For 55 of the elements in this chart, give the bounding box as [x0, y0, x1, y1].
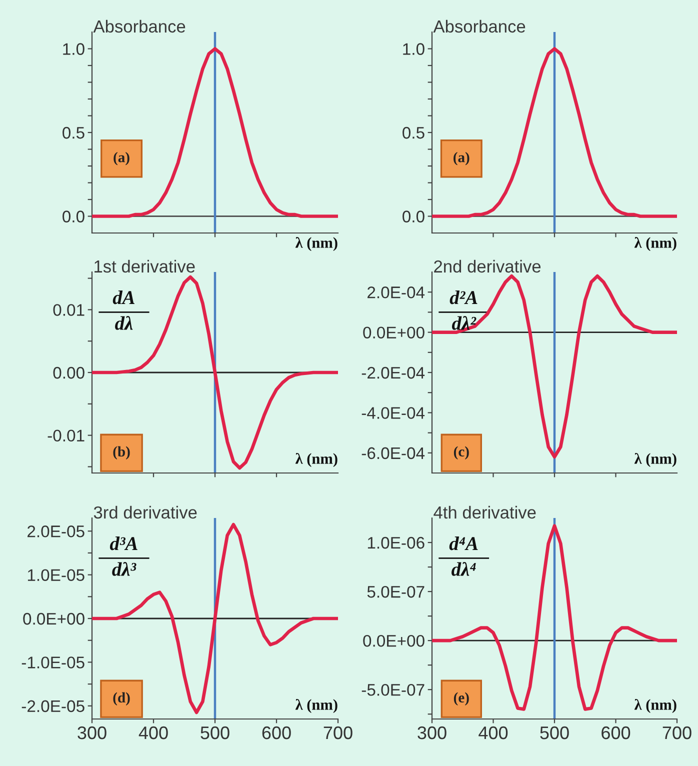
y-tick-label: 0.01 — [53, 304, 84, 316]
y-tick-label: 0.0E+00 — [363, 326, 424, 339]
x-axis-title: λ (nm) — [295, 698, 338, 713]
x-tick-label: 300 — [78, 726, 106, 740]
y-tick-label: 1.0E-06 — [368, 536, 424, 549]
x-axis-title: λ (nm) — [295, 237, 338, 252]
annotation: (a) — [114, 152, 130, 166]
y-tick-label: -2.0E-05 — [22, 700, 84, 712]
y-tick-label: -0.01 — [48, 430, 84, 442]
y-tick-label: 5.0E-07 — [367, 586, 424, 598]
y-tick-label: 0.5 — [402, 126, 424, 139]
x-tick-label: 400 — [478, 726, 508, 740]
x-tick-label: 500 — [200, 726, 230, 740]
annotation: (b) — [113, 446, 130, 460]
y-tick-label: -6.0E-04 — [362, 447, 425, 460]
annotation: (a) — [454, 152, 470, 166]
x-tick-label: 500 — [540, 726, 569, 740]
y-tick-label: -2.0E-04 — [362, 366, 425, 379]
y-tick-label: 0.0E+00 — [363, 634, 424, 647]
x-tick-label: 700 — [324, 726, 352, 740]
y-tick-label: 1.0 — [63, 43, 84, 55]
chart-title: 2nd derivative — [434, 260, 541, 273]
y-tick-label: 0.0E+00 — [23, 612, 84, 625]
x-tick-label: 300 — [418, 726, 446, 740]
chart-title: 4th derivative — [434, 506, 536, 519]
y-tick-label: -4.0E-04 — [362, 407, 425, 419]
y-tick-label: 2.0E-05 — [28, 526, 84, 538]
annotation: (d) — [113, 692, 130, 706]
x-axis-title: λ (nm) — [634, 698, 676, 713]
x-tick-label: 600 — [602, 726, 630, 740]
chart-title: 1st derivative — [94, 260, 195, 273]
y-tick-label: 0.5 — [62, 126, 84, 139]
y-tick-label: 2.0E-04 — [368, 286, 425, 298]
x-axis-title: λ (nm) — [634, 452, 676, 467]
x-tick-label: 400 — [138, 726, 168, 740]
y-axis-title: d²A dλ² — [450, 290, 478, 330]
y-tick-label: 1.0 — [403, 43, 424, 55]
y-tick-label: -5.0E-07 — [362, 684, 424, 696]
x-axis-title: λ (nm) — [295, 452, 338, 467]
y-tick-label: 0.0 — [402, 210, 424, 222]
chart-title: 3rd derivative — [94, 506, 197, 519]
y-tick-label: 0.00 — [53, 366, 84, 379]
y-tick-label: 1.0E-05 — [28, 569, 84, 582]
y-axis-title: dA dλ — [112, 290, 135, 330]
x-tick-label: 700 — [662, 726, 692, 740]
annotation: (c) — [454, 446, 469, 460]
chart-title: Absorbance — [433, 20, 526, 33]
y-axis-title: d⁴A dλ⁴ — [449, 536, 478, 576]
annotation: (e) — [454, 692, 469, 706]
x-tick-label: 600 — [262, 726, 291, 740]
y-tick-label: 0.0 — [62, 210, 84, 222]
y-tick-label: -1.0E-05 — [22, 656, 84, 668]
y-axis-title: d³A dλ³ — [110, 536, 138, 576]
chart-title: Absorbance — [93, 20, 186, 33]
x-axis-title: λ (nm) — [634, 237, 676, 252]
